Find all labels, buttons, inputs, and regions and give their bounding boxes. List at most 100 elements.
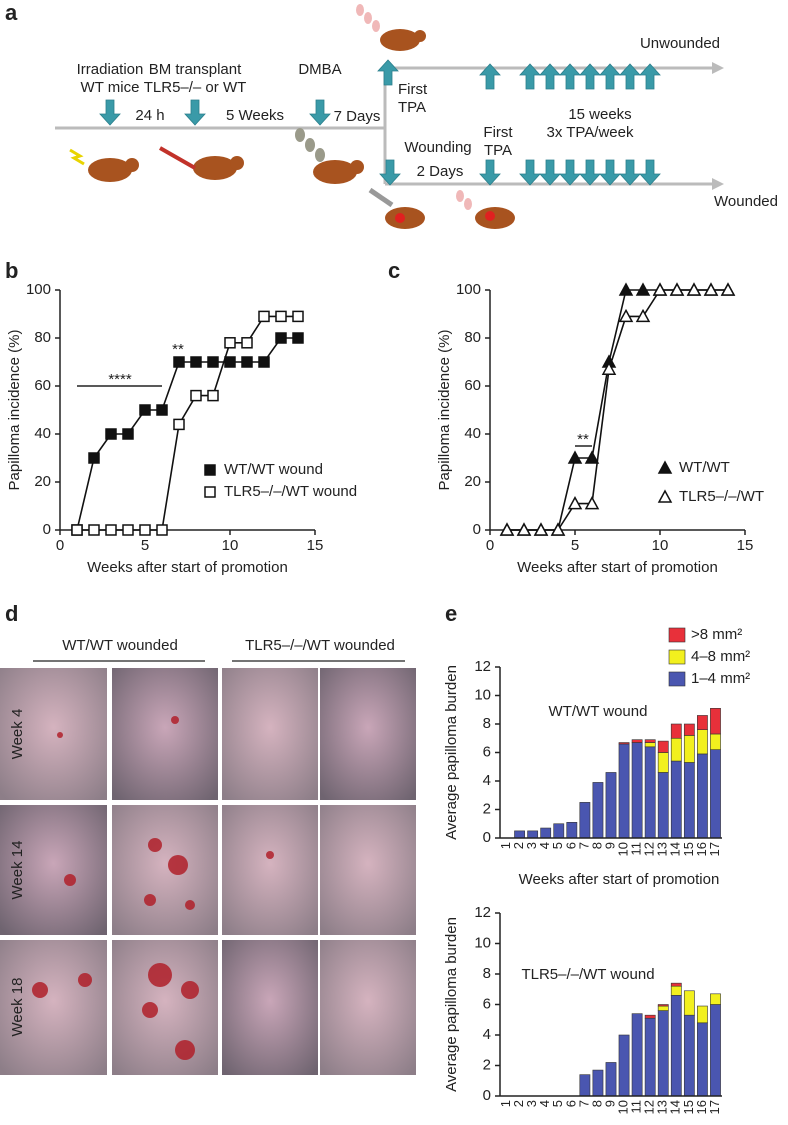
marker	[635, 282, 651, 296]
bar-segment	[618, 743, 630, 839]
marker	[567, 496, 583, 510]
marker	[190, 356, 202, 368]
bar-segment	[618, 1034, 630, 1097]
x-tick-label: 5	[550, 1100, 565, 1107]
x-axis-label: Weeks after start of promotion	[517, 559, 718, 576]
bar-segment	[670, 723, 682, 739]
annotation: **	[172, 341, 184, 358]
marker	[241, 337, 253, 349]
marker	[499, 522, 515, 536]
x-tick-label: 8	[589, 1100, 604, 1107]
arrow-down	[309, 99, 331, 126]
bar-segment	[697, 1005, 708, 1024]
panel-label: d	[5, 601, 18, 626]
x-tick-label: 15	[681, 1100, 696, 1114]
legend-swatch	[668, 627, 686, 643]
bar-segment	[592, 782, 604, 839]
arrow-down	[579, 159, 601, 186]
chart-title: TLR5–/–/WT wound	[521, 966, 654, 983]
x-tick-label: 14	[668, 1100, 683, 1114]
row-label: Week 18	[9, 978, 26, 1037]
marker	[173, 356, 185, 368]
y-tick-label: 20	[34, 473, 51, 490]
bar-segment	[683, 1014, 695, 1097]
panel-label: b	[5, 258, 18, 283]
marker	[241, 356, 253, 368]
arrow-down	[479, 159, 501, 186]
arrow-down	[619, 159, 641, 186]
bar-segment	[697, 715, 708, 731]
arrow-up	[559, 63, 581, 90]
marker	[190, 389, 202, 402]
timeline-label: 2 Days	[417, 163, 464, 180]
bar-segment	[644, 746, 656, 839]
bar-segment	[670, 760, 682, 839]
panel-label: c	[388, 258, 400, 283]
timeline-label: TPA	[484, 142, 512, 159]
arrow-down	[639, 159, 661, 186]
bar-segment	[657, 752, 669, 773]
marker	[173, 418, 185, 431]
timeline-label: 7 Days	[334, 108, 381, 125]
x-tick-label: 5	[550, 842, 565, 849]
bar-segment	[657, 1005, 669, 1011]
arrows	[99, 59, 661, 186]
x-tick-label: 15	[307, 537, 324, 554]
x-tick-label: 7	[576, 842, 591, 849]
x-tick-label: 10	[615, 842, 630, 856]
y-axis-label: Average papilloma burden	[443, 917, 460, 1092]
legend-label: WT/WT wound	[224, 461, 323, 478]
x-tick-label: 11	[629, 1100, 644, 1114]
bar-segment	[631, 739, 643, 743]
legend-marker	[204, 486, 216, 498]
annotation: **	[577, 431, 589, 448]
bar-segment	[605, 772, 617, 839]
x-tick-label: 16	[694, 1100, 709, 1114]
y-tick-label: 80	[34, 329, 51, 346]
y-tick-label: 40	[34, 425, 51, 442]
bar-segment	[710, 708, 721, 735]
legend-label: TLR5–/–/WT wound	[224, 483, 357, 500]
x-axis-label: Weeks after start of promotion	[519, 871, 720, 888]
marker	[618, 282, 634, 296]
marker	[584, 496, 600, 510]
bar-segment	[697, 729, 708, 755]
bar-segment	[710, 993, 721, 1005]
y-tick-label: 0	[483, 1087, 491, 1104]
x-tick-label: 2	[511, 1100, 526, 1107]
arrow-up	[539, 63, 561, 90]
y-tick-label: 10	[474, 934, 491, 951]
bar-segment	[644, 1014, 656, 1019]
arrow-down	[99, 99, 121, 126]
x-axis-label: Weeks after start of promotion	[87, 559, 288, 576]
x-tick-label: 14	[668, 842, 683, 856]
bar-segment	[697, 753, 708, 839]
legend-swatch	[668, 649, 686, 665]
chart-title: WT/WT wound	[549, 703, 648, 720]
timeline-label: Wounded	[714, 193, 778, 210]
y-tick-label: 100	[26, 281, 51, 298]
panel-label: a	[5, 0, 18, 25]
arrow-up	[599, 63, 621, 90]
legend-label: 4–8 mm²	[691, 648, 750, 665]
bar-segment	[683, 723, 695, 736]
x-tick-label: 17	[707, 842, 722, 856]
arrow-up	[639, 63, 661, 90]
timeline-label: 3x TPA/week	[547, 124, 634, 141]
marker	[156, 524, 168, 536]
y-tick-label: 4	[483, 772, 491, 789]
legend-marker	[657, 460, 673, 474]
bar-segment	[566, 822, 578, 839]
y-tick-label: 8	[483, 965, 491, 982]
marker	[88, 524, 100, 536]
arrow-up	[519, 63, 541, 90]
marker	[292, 310, 304, 323]
x-tick-label: 6	[563, 1100, 578, 1107]
marker	[224, 337, 236, 349]
bar-segment	[644, 739, 656, 743]
marker	[71, 524, 83, 536]
x-tick-label: 13	[655, 1100, 670, 1114]
timeline-label: 5 Weeks	[226, 107, 284, 124]
bar-segment	[605, 1062, 617, 1097]
